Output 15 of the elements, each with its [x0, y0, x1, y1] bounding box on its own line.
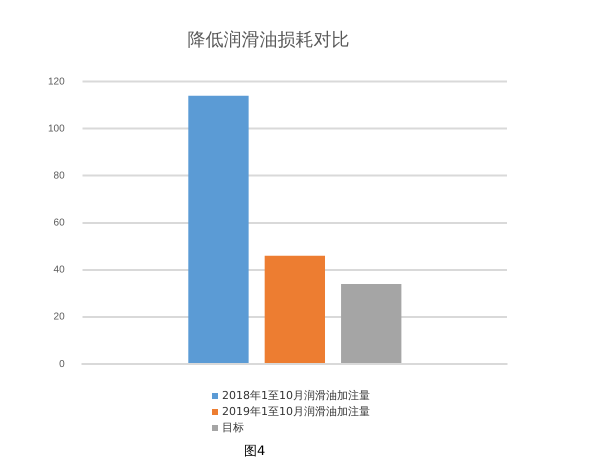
legend-label: 目标 [222, 420, 244, 436]
y-tick-label: 0 [59, 358, 66, 370]
chart-title: 降低润滑油损耗对比 [188, 29, 350, 50]
bar [264, 256, 326, 363]
y-tick-label: 80 [54, 170, 66, 182]
y-tick-label: 120 [48, 76, 66, 88]
bar [341, 284, 402, 363]
bar [188, 96, 249, 363]
y-tick-label: 60 [54, 218, 66, 229]
legend-label: 2018年1至10月润滑油加注量 [222, 388, 370, 404]
y-tick-label: 40 [54, 264, 66, 276]
caption: 图4 [244, 443, 266, 460]
y-tick-label: 100 [48, 123, 66, 134]
legend-label: 2019年1至10月润滑油加注量 [222, 404, 370, 420]
y-tick-label: 20 [54, 312, 66, 323]
